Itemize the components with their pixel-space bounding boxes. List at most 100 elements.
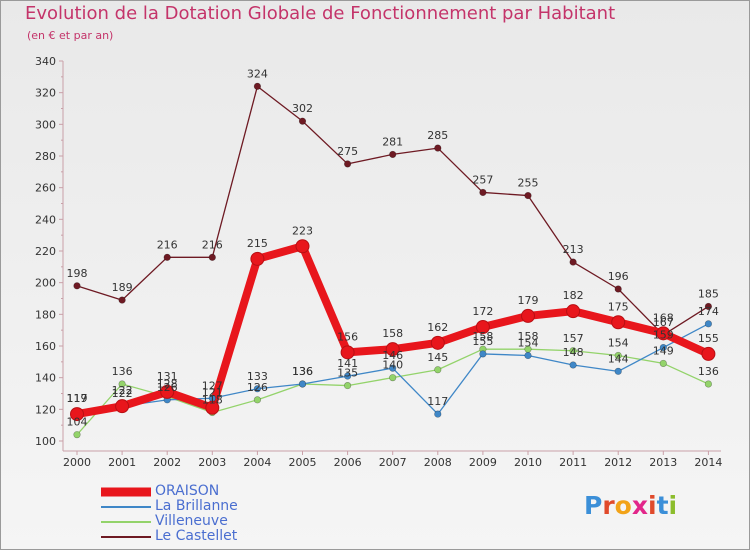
legend-label-oraison: ORAISON — [155, 483, 220, 499]
data-label-oraison: 175 — [608, 300, 629, 313]
data-point-la-brillanne — [479, 350, 487, 358]
data-point-oraison — [611, 315, 626, 330]
legend-swatch-oraison — [101, 487, 151, 496]
data-point-villeneuve — [118, 380, 126, 388]
data-point-le-castellet — [344, 160, 352, 168]
data-point-la-brillanne — [614, 367, 622, 375]
data-label-oraison: 121 — [202, 386, 223, 399]
data-point-villeneuve — [659, 359, 667, 368]
x-tick-label: 2007 — [379, 456, 407, 469]
data-point-villeneuve — [389, 374, 397, 382]
data-label-la-brillanne: 148 — [563, 346, 584, 359]
data-label-le-castellet: 213 — [563, 243, 584, 256]
y-tick-label: 240 — [35, 213, 56, 226]
data-label-oraison: 223 — [292, 224, 313, 237]
data-point-oraison — [656, 326, 671, 341]
data-label-oraison: 162 — [427, 321, 448, 334]
data-point-le-castellet — [118, 296, 126, 304]
legend-label-villeneuve: Villeneuve — [155, 513, 228, 529]
x-tick-label: 2011 — [559, 456, 587, 469]
logo-letter: x — [631, 491, 648, 520]
data-point-oraison — [521, 308, 535, 323]
legend-swatch-la-brillanne — [101, 505, 151, 508]
y-tick-label: 200 — [35, 277, 56, 290]
data-label-la-brillanne: 159 — [653, 329, 674, 342]
data-label-le-castellet: 216 — [202, 238, 223, 251]
data-label-villeneuve: 135 — [337, 367, 358, 380]
data-point-le-castellet — [208, 253, 216, 261]
data-point-oraison — [115, 399, 130, 414]
data-label-oraison: 158 — [382, 327, 403, 340]
data-label-le-castellet: 216 — [157, 238, 178, 251]
x-tick-label: 2002 — [153, 456, 181, 469]
x-tick-label: 2001 — [108, 456, 136, 469]
data-label-la-brillanne: 144 — [608, 352, 629, 365]
data-point-villeneuve — [253, 396, 261, 404]
data-label-la-brillanne: 133 — [247, 370, 268, 383]
data-label-oraison: 172 — [472, 305, 493, 318]
data-label-villeneuve: 158 — [518, 330, 539, 343]
data-point-oraison — [566, 304, 581, 319]
y-tick-label: 260 — [35, 182, 56, 195]
x-tick-label: 2006 — [334, 456, 362, 469]
x-tick-label: 2014 — [694, 456, 722, 469]
data-point-le-castellet — [524, 191, 532, 200]
data-label-oraison: 182 — [563, 289, 584, 302]
logo-letter: i — [648, 491, 657, 520]
x-tick-label: 2013 — [649, 456, 677, 469]
logo-letter: r — [602, 491, 615, 520]
x-tick-label: 2008 — [424, 456, 452, 469]
y-tick-label: 100 — [35, 435, 56, 448]
chart-title: Evolution de la Dotation Globale de Fonc… — [25, 3, 616, 24]
data-point-oraison — [475, 320, 490, 334]
data-point-oraison — [160, 384, 175, 399]
data-point-le-castellet — [253, 82, 261, 90]
x-tick-label: 2012 — [604, 456, 632, 469]
data-point-villeneuve — [434, 366, 442, 374]
data-point-la-brillanne — [434, 410, 442, 418]
data-point-la-brillanne — [569, 361, 577, 369]
data-label-la-brillanne: 155 — [472, 335, 493, 348]
data-label-le-castellet: 302 — [292, 102, 313, 115]
x-tick-label: 2003 — [198, 456, 226, 469]
y-tick-label: 340 — [35, 55, 56, 68]
legend-label-le-castellet: Le Castellet — [155, 528, 238, 544]
data-point-le-castellet — [298, 117, 307, 125]
y-tick-label: 300 — [35, 118, 56, 131]
data-label-la-brillanne: 117 — [427, 395, 448, 408]
data-point-oraison — [250, 251, 265, 266]
data-point-le-castellet — [73, 282, 81, 290]
x-tick-label: 2010 — [514, 456, 542, 469]
logo-letter: t — [656, 491, 669, 520]
data-point-oraison — [295, 239, 310, 254]
legend-label-la-brillanne: La Brillanne — [155, 498, 238, 514]
data-label-oraison: 156 — [337, 330, 358, 343]
chart-subtitle: (en € et par an) — [27, 29, 114, 42]
data-label-oraison: 215 — [247, 237, 268, 250]
data-label-le-castellet: 257 — [472, 173, 493, 186]
series-line-le-castellet — [76, 85, 710, 336]
data-point-le-castellet — [479, 188, 487, 197]
legend-swatch-le-castellet — [101, 535, 151, 538]
data-label-la-brillanne: 119 — [67, 392, 88, 405]
data-label-villeneuve: 104 — [67, 416, 88, 429]
data-label-villeneuve: 126 — [247, 381, 268, 394]
data-label-la-brillanne: 146 — [382, 349, 403, 362]
data-label-le-castellet: 196 — [608, 270, 629, 283]
y-tick-label: 180 — [35, 308, 56, 321]
data-label-le-castellet: 189 — [112, 281, 133, 294]
data-label-la-brillanne: 154 — [518, 337, 539, 350]
y-tick-label: 220 — [35, 245, 56, 258]
data-label-villeneuve: 140 — [382, 359, 403, 372]
data-point-le-castellet — [163, 253, 171, 261]
data-point-oraison — [70, 407, 84, 422]
data-point-la-brillanne — [659, 343, 667, 352]
data-point-le-castellet — [704, 302, 713, 311]
data-label-la-brillanne: 174 — [698, 305, 719, 318]
data-label-le-castellet: 285 — [427, 129, 448, 142]
data-label-la-brillanne: 141 — [337, 357, 358, 370]
data-point-oraison — [385, 342, 400, 357]
x-tick-label: 2004 — [243, 456, 271, 469]
